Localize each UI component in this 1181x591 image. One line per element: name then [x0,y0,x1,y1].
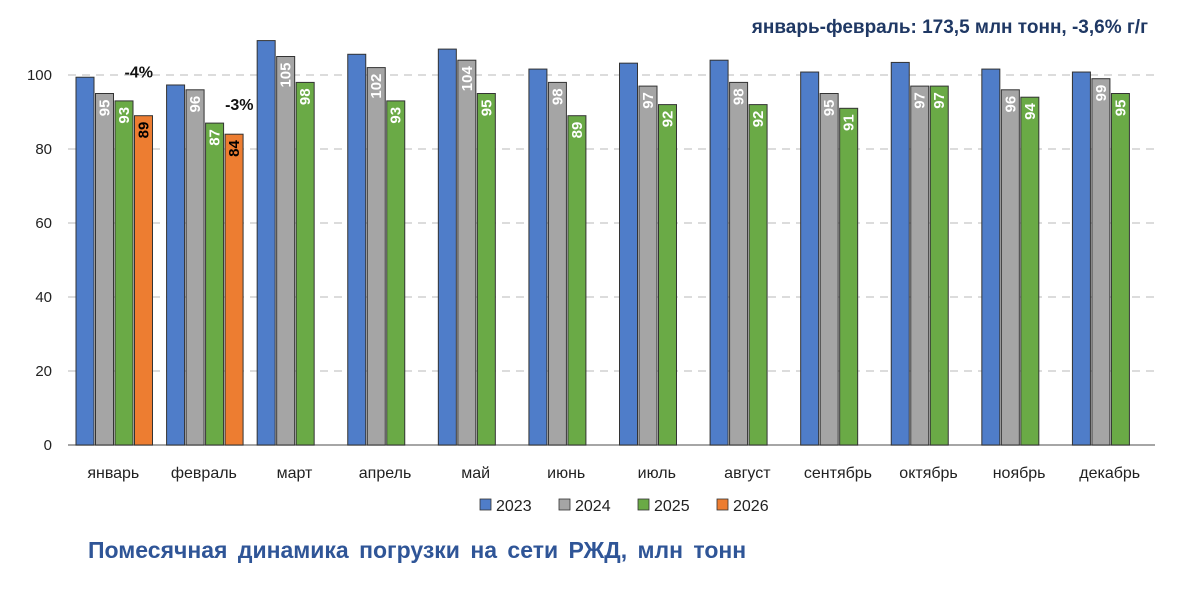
bar-2023 [166,84,186,446]
bar-2025 [929,85,949,446]
x-tick-label: июль [638,465,676,482]
bar-2023 [709,59,729,446]
data-label: 87 [207,129,224,146]
bar-2025 [839,107,859,446]
bar-2024 [729,81,749,446]
x-tick-label: февраль [171,465,237,482]
bar-2025 [295,81,315,446]
chart-title: Помесячная динамика погрузки на сети РЖД… [88,537,747,563]
x-tick-label: октябрь [899,465,957,482]
annotation: -4% [125,65,153,82]
bar-2023 [75,76,95,446]
legend-swatch [637,498,650,511]
x-tick-label: август [724,465,771,482]
data-label: 99 [1093,85,1110,102]
data-label: 91 [841,114,858,131]
x-tick-label: январь [87,465,139,482]
data-label: 89 [136,122,153,139]
data-label: 84 [226,140,243,157]
y-tick-label: 60 [35,215,52,232]
annotation: -3% [225,97,253,114]
data-label: 96 [187,96,204,113]
data-label: 97 [640,92,657,109]
data-label: 105 [278,63,295,88]
bar-2024 [95,93,114,446]
bar-2024 [638,85,658,446]
legend-swatch [558,498,571,511]
bar-2024 [819,93,839,446]
data-label: 95 [97,100,114,117]
x-tick-label: ноябрь [993,465,1046,482]
bar-2024 [547,81,567,446]
y-tick-label: 20 [35,363,52,380]
bar-2024 [1000,89,1020,446]
data-label: 98 [731,88,748,105]
bar-2024 [276,56,296,446]
bar-2025 [1020,96,1040,446]
bar-2025 [658,104,677,446]
bar-2026 [134,115,153,446]
legend-swatch [479,498,492,511]
data-label: 92 [750,111,767,128]
bar-2024 [457,59,477,446]
data-label: 97 [912,92,929,109]
x-tick-label: апрель [359,465,412,482]
legend-label: 2024 [575,498,611,515]
bar-2024 [366,67,386,446]
data-label: 92 [660,111,677,128]
legend-label: 2023 [496,498,532,515]
data-label: 98 [549,88,566,105]
bar-2025 [386,100,406,446]
bar-2023 [1071,71,1091,446]
x-tick-label: март [277,465,313,482]
bar-2023 [890,61,910,446]
bar-2025 [114,100,134,446]
bar-2025 [205,122,225,446]
bar-2023 [800,71,820,446]
data-label: 96 [1002,96,1019,113]
bar-2023 [256,40,276,446]
bar-2023 [437,48,457,446]
bar-2024 [1091,78,1111,446]
x-tick-label: июнь [547,465,585,482]
bar-2025 [1110,93,1130,446]
legend-label: 2025 [654,498,690,515]
data-label: 102 [368,74,385,99]
data-label: 104 [459,66,476,92]
data-label: 93 [388,107,405,124]
y-tick-label: 80 [35,141,52,158]
data-label: 95 [1112,100,1129,117]
data-label: 94 [1022,103,1039,120]
data-label: 93 [116,107,133,124]
bar-2023 [619,62,638,446]
data-label: 89 [569,122,586,139]
data-label: 98 [297,88,314,105]
chart-subtitle: январь-февраль: 173,5 млн тонн, -3,6% г/… [751,17,1148,38]
y-tick-label: 100 [27,67,52,84]
x-tick-label: декабрь [1079,465,1140,482]
legend-swatch [716,498,729,511]
bar-2023 [528,68,548,446]
data-label: 95 [821,100,838,117]
y-tick-label: 40 [35,289,52,306]
data-label: 97 [931,92,948,109]
x-tick-label: сентябрь [804,465,872,482]
bar-2024 [910,85,930,446]
bar-2023 [347,53,367,446]
legend-label: 2026 [733,498,769,515]
data-label: 95 [478,100,495,117]
bar-2026 [224,133,244,446]
x-tick-label: май [461,465,490,482]
bar-2025 [567,115,587,446]
bar-2023 [981,68,1001,446]
y-tick-label: 0 [44,437,52,454]
bar-2025 [748,104,768,446]
bar-2025 [476,93,496,446]
bar-2024 [185,89,205,446]
